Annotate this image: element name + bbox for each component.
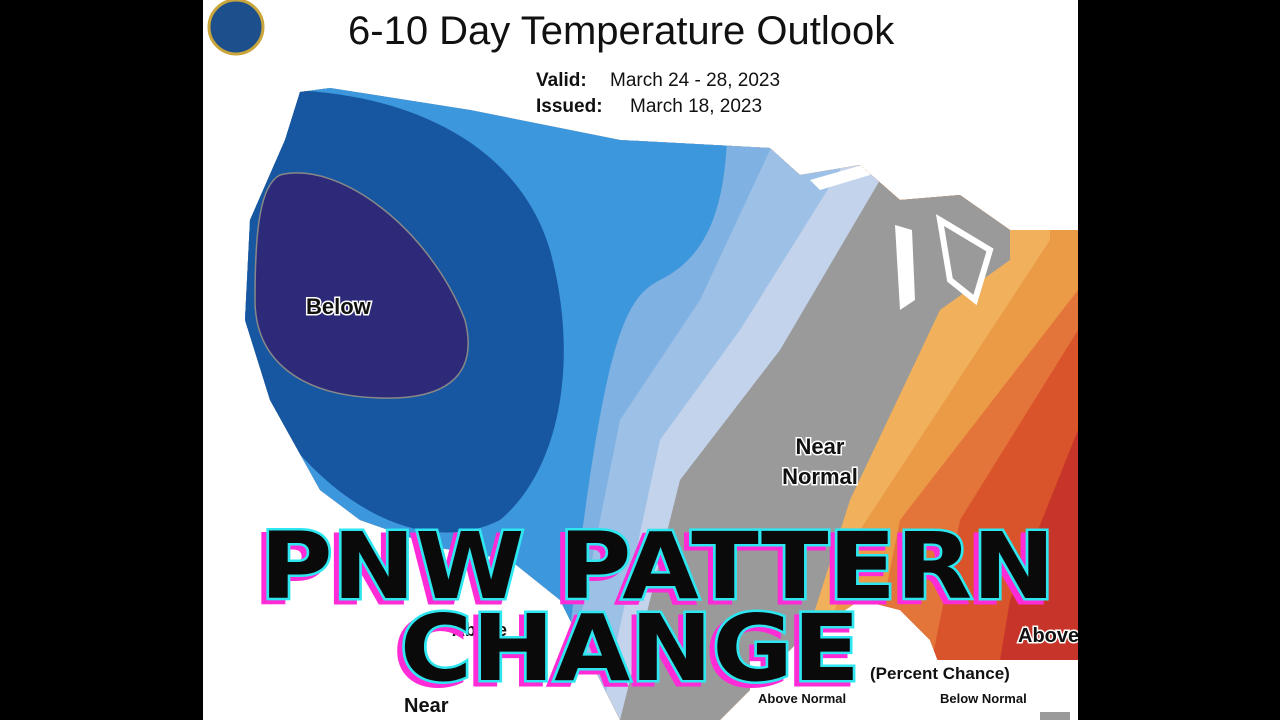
overlay-text: CHANGE	[400, 595, 860, 702]
issued-label: Issued:	[536, 96, 603, 117]
letterbox	[1078, 0, 1280, 720]
issued-date: March 18, 2023	[630, 96, 762, 117]
valid-label: Valid:	[536, 70, 587, 91]
agency-seal	[207, 0, 265, 56]
letterbox	[0, 0, 203, 720]
legend-swatch	[1040, 712, 1070, 720]
region-label: Above	[452, 620, 507, 640]
legend-label: Above Normal	[758, 691, 846, 706]
overlay-text: PNW PATTERN	[260, 513, 1055, 620]
region-label: Near	[796, 434, 845, 459]
legend-box	[750, 660, 1078, 720]
legend-label: Below Normal	[940, 691, 1027, 706]
region-label: Normal	[782, 464, 858, 489]
region-label: Above	[1018, 625, 1079, 647]
region-label: Near	[404, 695, 449, 717]
title: 6-10 Day Temperature Outlook	[348, 9, 895, 53]
region-label: Below	[306, 294, 372, 319]
legend-title: (Percent Chance)	[870, 664, 1010, 683]
valid-dates: March 24 - 28, 2023	[610, 70, 780, 91]
